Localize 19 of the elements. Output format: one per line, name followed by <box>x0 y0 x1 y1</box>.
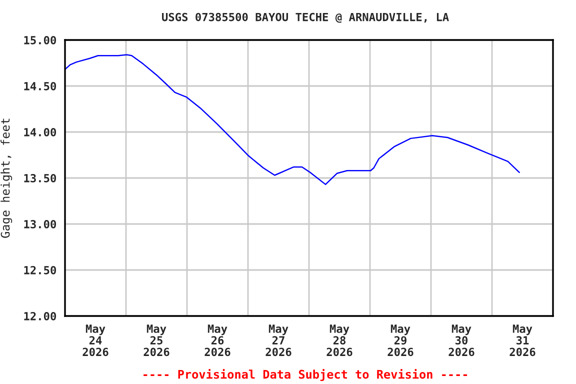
y-tick-label: 12.50 <box>24 266 56 274</box>
y-axis-title: Gage height, feet <box>0 118 12 238</box>
y-tick-label: 14.00 <box>24 128 56 136</box>
line-series <box>65 54 520 186</box>
y-tick-label: 15.00 <box>24 36 56 44</box>
x-tick-label: May 30 2026 <box>448 324 474 356</box>
y-tick-label: 13.50 <box>24 174 56 182</box>
x-tick-label: May 24 2026 <box>82 324 108 356</box>
y-tick-label: 13.00 <box>24 220 56 228</box>
x-tick-label: May 28 2026 <box>326 324 352 356</box>
x-tick-label: May 31 2026 <box>510 324 536 356</box>
x-tick-label: May 29 2026 <box>388 324 414 356</box>
x-tick-label: May 26 2026 <box>204 324 230 356</box>
y-tick-label: 12.00 <box>24 312 56 320</box>
chart-title: USGS 07385500 BAYOU TECHE @ ARNAUDVILLE, LA <box>162 12 449 23</box>
text: ---- Provisional Data Subject to Revision ---- <box>144 368 468 382</box>
x-tick-label: May 27 2026 <box>266 324 292 356</box>
x-tick-label: May 25 2026 <box>144 324 170 356</box>
y-tick-label: 14.50 <box>24 82 56 90</box>
